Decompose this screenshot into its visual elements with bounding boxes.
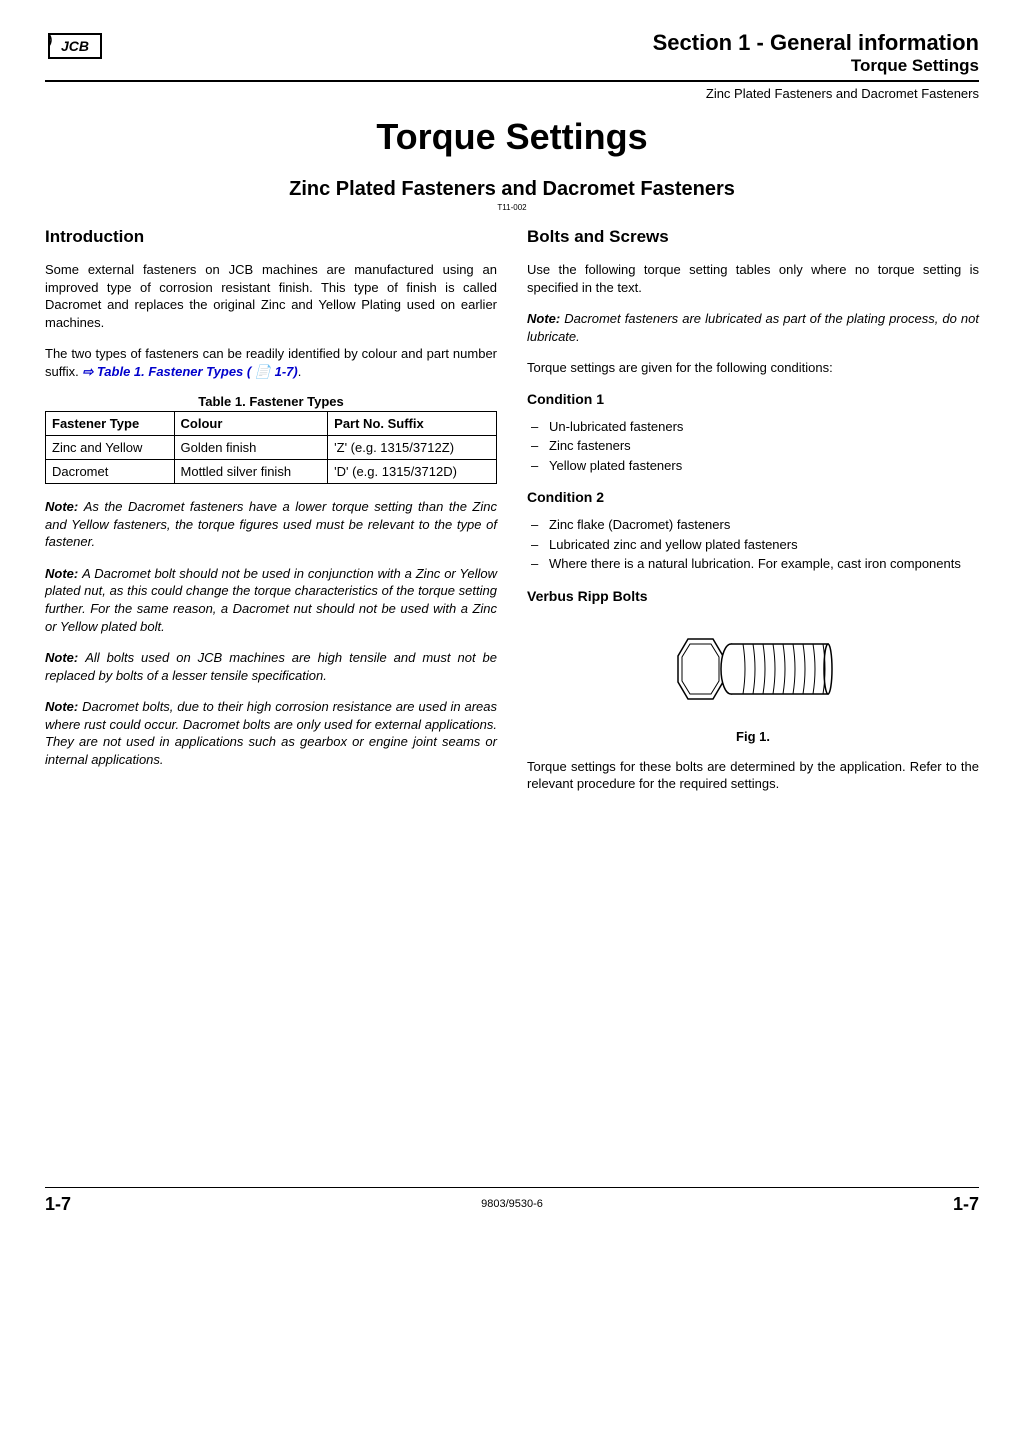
sub-heading: Zinc Plated Fasteners and Dacromet Faste… bbox=[45, 178, 979, 201]
bolts-note-1: Note: Dacromet fasteners are lubricated … bbox=[527, 310, 979, 345]
table-header-row: Fastener Type Colour Part No. Suffix bbox=[46, 412, 497, 436]
list-item: Zinc fasteners bbox=[549, 436, 979, 456]
intro-para-1: Some external fasteners on JCB machines … bbox=[45, 261, 497, 331]
note-1: Note: As the Dacromet fasteners have a l… bbox=[45, 498, 497, 551]
page-number-left: 1-7 bbox=[45, 1194, 71, 1215]
svg-text:JCB: JCB bbox=[61, 38, 89, 54]
page-footer: 1-7 9803/9530-6 1-7 bbox=[45, 1187, 979, 1215]
table-header: Fastener Type bbox=[46, 412, 175, 436]
note-label: Note: bbox=[45, 566, 82, 581]
condition-2-heading: Condition 2 bbox=[527, 489, 979, 505]
breadcrumb: Zinc Plated Fasteners and Dacromet Faste… bbox=[45, 86, 979, 101]
bolts-para-1: Use the following torque setting tables … bbox=[527, 261, 979, 296]
note-label: Note: bbox=[45, 499, 84, 514]
note-text: All bolts used on JCB machines are high … bbox=[45, 650, 497, 683]
para2-suffix: . bbox=[298, 364, 302, 379]
doc-code: T11-002 bbox=[45, 203, 979, 212]
table-header: Part No. Suffix bbox=[328, 412, 497, 436]
list-item: Where there is a natural lubrication. Fo… bbox=[549, 554, 979, 574]
page-number-right: 1-7 bbox=[953, 1194, 979, 1215]
table-cell: Golden finish bbox=[174, 436, 328, 460]
list-item: Un-lubricated fasteners bbox=[549, 417, 979, 437]
condition-1-list: Un-lubricated fasteners Zinc fasteners Y… bbox=[527, 417, 979, 476]
note-label: Note: bbox=[527, 311, 564, 326]
left-column: Introduction Some external fasteners on … bbox=[45, 227, 497, 807]
table-cell: Dacromet bbox=[46, 460, 175, 484]
note-text: A Dacromet bolt should not be used in co… bbox=[45, 566, 497, 634]
note-text: Dacromet bolts, due to their high corros… bbox=[45, 699, 497, 767]
bolts-para-2: Torque settings are given for the follow… bbox=[527, 359, 979, 377]
table-cell: Zinc and Yellow bbox=[46, 436, 175, 460]
table-cell: 'D' (e.g. 1315/3712D) bbox=[328, 460, 497, 484]
table-cell: 'Z' (e.g. 1315/3712Z) bbox=[328, 436, 497, 460]
section-title: Section 1 - General information bbox=[653, 30, 979, 56]
figure-caption: Fig 1. bbox=[527, 729, 979, 744]
main-title: Torque Settings bbox=[45, 116, 979, 158]
note-2: Note: A Dacromet bolt should not be used… bbox=[45, 565, 497, 635]
table-row: Dacromet Mottled silver finish 'D' (e.g.… bbox=[46, 460, 497, 484]
content-columns: Introduction Some external fasteners on … bbox=[45, 227, 979, 807]
table-cell: Mottled silver finish bbox=[174, 460, 328, 484]
table-link[interactable]: ⇨ Table 1. Fastener Types ( 📄 1-7) bbox=[82, 364, 297, 379]
intro-para-2: The two types of fasteners can be readil… bbox=[45, 345, 497, 380]
subsection-title: Torque Settings bbox=[653, 56, 979, 76]
bolts-screws-heading: Bolts and Screws bbox=[527, 227, 979, 247]
list-item: Lubricated zinc and yellow plated fasten… bbox=[549, 535, 979, 555]
document-number: 9803/9530-6 bbox=[481, 1198, 543, 1210]
verbus-heading: Verbus Ripp Bolts bbox=[527, 588, 979, 604]
header-titles: Section 1 - General information Torque S… bbox=[653, 30, 979, 76]
note-4: Note: Dacromet bolts, due to their high … bbox=[45, 698, 497, 768]
condition-2-list: Zinc flake (Dacromet) fasteners Lubricat… bbox=[527, 515, 979, 574]
table-row: Zinc and Yellow Golden finish 'Z' (e.g. … bbox=[46, 436, 497, 460]
list-item: Zinc flake (Dacromet) fasteners bbox=[549, 515, 979, 535]
note-label: Note: bbox=[45, 699, 82, 714]
right-column: Bolts and Screws Use the following torqu… bbox=[527, 227, 979, 807]
page-header: JCB Section 1 - General information Torq… bbox=[45, 30, 979, 82]
fastener-types-table: Fastener Type Colour Part No. Suffix Zin… bbox=[45, 411, 497, 484]
verbus-para: Torque settings for these bolts are dete… bbox=[527, 758, 979, 793]
note-label: Note: bbox=[45, 650, 85, 665]
list-item: Yellow plated fasteners bbox=[549, 456, 979, 476]
condition-1-heading: Condition 1 bbox=[527, 391, 979, 407]
table-header: Colour bbox=[174, 412, 328, 436]
note-text: As the Dacromet fasteners have a lower t… bbox=[45, 499, 497, 549]
introduction-heading: Introduction bbox=[45, 227, 497, 247]
jcb-logo: JCB bbox=[45, 30, 105, 67]
table-caption: Table 1. Fastener Types bbox=[45, 394, 497, 409]
note-3: Note: All bolts used on JCB machines are… bbox=[45, 649, 497, 684]
note-text: Dacromet fasteners are lubricated as par… bbox=[527, 311, 979, 344]
figure-1 bbox=[527, 624, 979, 719]
